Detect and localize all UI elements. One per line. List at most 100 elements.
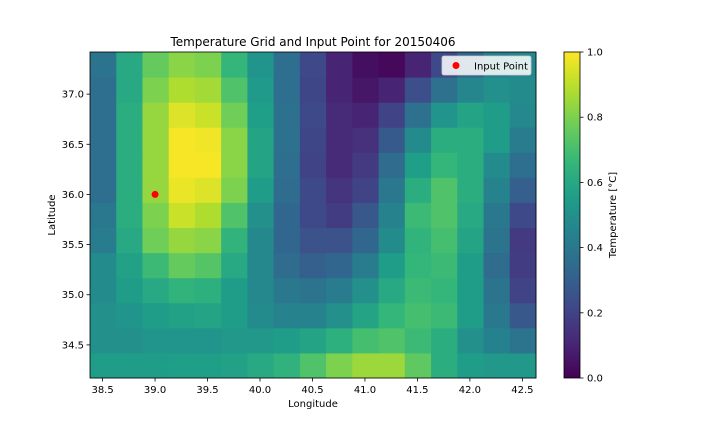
heatmap-cell: [247, 152, 275, 178]
y-tick-label: 34.5: [62, 340, 84, 351]
heatmap-cell: [431, 152, 458, 178]
heatmap-cell: [299, 152, 327, 178]
heatmap-cell: [404, 52, 432, 78]
heatmap-cell: [326, 202, 353, 229]
heatmap-cell: [273, 227, 301, 254]
x-tick-label: 40.0: [249, 385, 271, 396]
heatmap-cell: [378, 177, 406, 203]
heatmap-cell: [142, 152, 170, 178]
heatmap-cell: [483, 77, 511, 103]
heatmap-cell: [168, 152, 196, 178]
heatmap-cell: [273, 327, 301, 354]
heatmap-cell: [299, 177, 327, 203]
heatmap-cell: [90, 202, 117, 229]
heatmap-cell: [247, 177, 275, 203]
heatmap-cell: [457, 102, 485, 128]
heatmap-cell: [483, 227, 511, 254]
heatmap-cell: [221, 152, 248, 178]
heatmap-cell: [299, 352, 327, 379]
heatmap-cell: [509, 102, 537, 128]
heatmap-cell: [247, 252, 275, 279]
heatmap-cell: [483, 327, 511, 354]
heatmap-cell: [457, 227, 485, 254]
heatmap-cell: [326, 327, 353, 354]
heatmap-cell: [404, 177, 432, 203]
heatmap-cell: [352, 202, 380, 229]
heatmap-cell: [273, 177, 301, 203]
heatmap-cell: [457, 177, 485, 203]
legend: Input Point: [441, 55, 532, 76]
heatmap-cell: [221, 302, 248, 329]
heatmap-cell: [326, 77, 353, 103]
heatmap-cell: [273, 127, 301, 153]
x-axis-label: Longitude: [288, 399, 338, 410]
heatmap-cell: [509, 302, 537, 329]
heatmap-cell: [326, 352, 353, 379]
heatmap-cell: [378, 327, 406, 354]
colorbar-label: Temperature [°C]: [608, 172, 619, 259]
heatmap-cell: [299, 102, 327, 128]
y-tick-label: 35.5: [62, 240, 84, 251]
heatmap-cell: [90, 327, 117, 354]
heatmap-cell: [142, 252, 170, 279]
heatmap-cell: [168, 227, 196, 254]
heatmap-cell: [142, 352, 170, 379]
heatmap-cell: [116, 352, 143, 379]
heatmap-cell: [352, 52, 380, 78]
heatmap-cell: [247, 127, 275, 153]
heatmap-cell: [194, 52, 222, 78]
heatmap-cell: [221, 52, 248, 78]
heatmap-cell: [509, 352, 537, 379]
colorbar-tick-label: 0.6: [587, 178, 603, 189]
heatmap-cell: [457, 302, 485, 329]
colorbar-tick-label: 0.0: [587, 374, 603, 385]
heatmap-cell: [352, 277, 380, 304]
heatmap-cell: [273, 302, 301, 329]
heatmap-cell: [116, 202, 143, 229]
heatmap-cell: [431, 277, 458, 304]
heatmap-cell: [404, 152, 432, 178]
heatmap-cell: [247, 102, 275, 128]
heatmap-cell: [378, 202, 406, 229]
y-axis-ticks: 34.5 35.0 35.5 36.0 36.5 37.0: [62, 90, 90, 351]
heatmap-cell: [168, 327, 196, 354]
heatmap-cell: [352, 227, 380, 254]
heatmap-cell: [221, 327, 248, 354]
heatmap-cell: [352, 102, 380, 128]
heatmap-cell: [404, 302, 432, 329]
heatmap-cell: [299, 227, 327, 254]
x-tick-label: 42.5: [511, 385, 533, 396]
heatmap-cell: [116, 277, 143, 304]
heatmap-cell: [299, 202, 327, 229]
heatmap-cell: [194, 327, 222, 354]
heatmap-cell: [168, 202, 196, 229]
heatmap-cell: [194, 277, 222, 304]
heatmap-cell: [457, 152, 485, 178]
heatmap-cell: [116, 302, 143, 329]
heatmap-cell: [221, 177, 248, 203]
heatmap-cell: [247, 52, 275, 78]
heatmap-cell: [90, 302, 117, 329]
heatmap-cell: [326, 277, 353, 304]
colorbar-tick-label: 0.4: [587, 243, 603, 254]
heatmap-cell: [90, 152, 117, 178]
heatmap-cell: [90, 227, 117, 254]
heatmap-cell: [194, 227, 222, 254]
heatmap-cell: [431, 202, 458, 229]
heatmap-cell: [352, 327, 380, 354]
heatmap-cell: [431, 77, 458, 103]
heatmap-cell: [299, 327, 327, 354]
heatmap-cell: [326, 102, 353, 128]
heatmap-cell: [404, 252, 432, 279]
heatmap-cell: [431, 327, 458, 354]
heatmap-cell: [90, 52, 117, 78]
heatmap-cell: [457, 327, 485, 354]
heatmap-cell: [194, 77, 222, 103]
heatmap-cell: [273, 352, 301, 379]
heatmap-cell: [299, 252, 327, 279]
heatmap-cell: [431, 227, 458, 254]
heatmap-cell: [221, 202, 248, 229]
heatmap-cell: [483, 152, 511, 178]
heatmap-cells: [90, 52, 537, 379]
